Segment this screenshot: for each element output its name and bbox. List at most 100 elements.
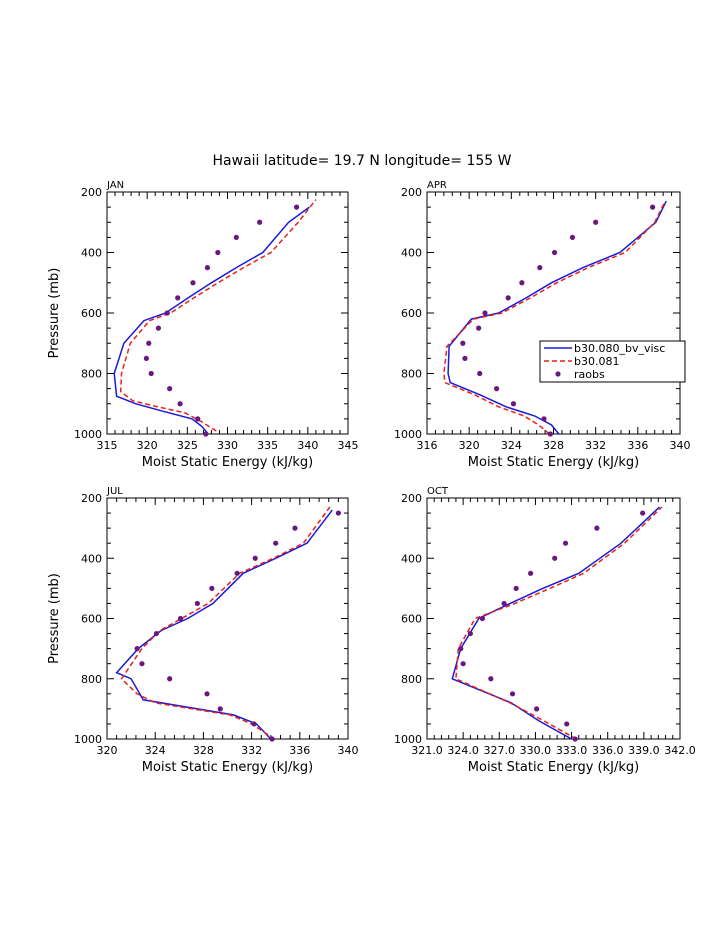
raobs-point bbox=[233, 234, 239, 240]
panel-jul: JUL 320 324 328 332 336 340 200 400 600 800 1000 Moi… bbox=[47, 486, 359, 775]
x-axis-label: Moist Static Energy (kJ/kg) bbox=[468, 760, 639, 775]
x-tick-label: 339.0 bbox=[628, 744, 660, 757]
x-tick-label: 333.0 bbox=[556, 744, 588, 757]
raobs-point bbox=[640, 510, 646, 516]
raobs-point bbox=[177, 615, 184, 622]
x-axis-label: Moist Static Energy (kJ/kg) bbox=[142, 455, 313, 470]
raobs-point bbox=[462, 355, 468, 361]
raobs-point bbox=[204, 265, 211, 271]
y-tick-label: 1000 bbox=[394, 733, 422, 746]
x-tick-label: 320 bbox=[459, 439, 480, 452]
y-tick-label: 200 bbox=[401, 186, 422, 199]
panel-jan: JAN 315 320 325 330 335 340 345 200 400 600 800 1000… bbox=[47, 180, 359, 470]
raobs-point bbox=[292, 525, 298, 531]
raobs-point bbox=[155, 325, 162, 331]
x-tick-label: 332 bbox=[241, 744, 262, 757]
y-tick-label: 200 bbox=[81, 186, 102, 199]
x-tick-label: 324 bbox=[501, 439, 522, 452]
raobs-point bbox=[251, 721, 257, 727]
plot-frame bbox=[426, 191, 681, 435]
x-tick-label: 340 bbox=[338, 744, 359, 757]
raobs-point bbox=[335, 510, 341, 516]
y-tick-label: 800 bbox=[81, 673, 102, 686]
raobs-point bbox=[594, 525, 600, 531]
y-tick-label: 200 bbox=[401, 492, 422, 505]
x-tick-label: 324.0 bbox=[447, 744, 479, 757]
raobs-point bbox=[552, 555, 558, 561]
x-tick-label: 336.0 bbox=[592, 744, 624, 757]
legend-label: b30.080_bv_visc bbox=[574, 342, 665, 355]
raobs-point bbox=[572, 736, 578, 742]
y-axis-label: Pressure (mb) bbox=[47, 573, 62, 664]
series-line-b30-080-bv-visc bbox=[115, 509, 333, 739]
raobs-point bbox=[134, 646, 140, 652]
series-line-b30-081 bbox=[443, 200, 666, 434]
y-tick-label: 600 bbox=[81, 307, 102, 320]
raobs-point bbox=[482, 310, 488, 316]
x-tick-label: 325 bbox=[177, 439, 198, 452]
raobs-point bbox=[153, 630, 160, 637]
x-tick-label: 336 bbox=[627, 439, 648, 452]
x-tick-label: 328 bbox=[543, 439, 564, 452]
raobs-point bbox=[460, 661, 466, 667]
raobs-point bbox=[493, 386, 500, 392]
series-line-b30-081 bbox=[120, 506, 331, 739]
raobs-point bbox=[252, 555, 258, 561]
x-tick-label: 327.0 bbox=[484, 744, 516, 757]
raobs-point bbox=[460, 340, 466, 346]
y-tick-label: 1000 bbox=[74, 428, 102, 441]
raobs-point bbox=[203, 431, 209, 437]
raobs-point bbox=[528, 570, 534, 576]
raobs-point bbox=[501, 600, 507, 607]
legend-label: b30.081 bbox=[574, 355, 619, 368]
x-axis-label: Moist Static Energy (kJ/kg) bbox=[468, 455, 639, 470]
series-line-b30-081 bbox=[119, 199, 317, 432]
x-tick-label: 330.0 bbox=[520, 744, 552, 757]
x-tick-label: 316 bbox=[417, 439, 438, 452]
raobs-point bbox=[519, 280, 525, 286]
raobs-point bbox=[505, 295, 511, 301]
series-line-b30-080-bv-visc bbox=[113, 206, 310, 434]
y-tick-label: 400 bbox=[401, 247, 422, 260]
series-line-b30-080-bv-visc bbox=[447, 200, 667, 434]
raobs-point bbox=[649, 204, 656, 210]
raobs-point bbox=[513, 585, 519, 591]
x-tick-label: 340 bbox=[297, 439, 318, 452]
panel-label: APR bbox=[427, 180, 447, 191]
raobs-point bbox=[569, 234, 576, 240]
x-tick-label: 340 bbox=[670, 439, 691, 452]
raobs-point bbox=[293, 204, 300, 210]
series-line-b30-080-bv-visc bbox=[451, 506, 661, 739]
figure-title: Hawaii latitude= 19.7 N longitude= 155 W bbox=[213, 153, 512, 169]
raobs-point bbox=[234, 570, 240, 576]
raobs-point bbox=[477, 370, 483, 377]
raobs-point bbox=[209, 585, 215, 591]
raobs-point bbox=[194, 600, 200, 607]
panel-label: JUL bbox=[106, 486, 123, 497]
panel-label: JAN bbox=[106, 180, 124, 191]
raobs-point bbox=[195, 416, 201, 422]
raobs-point bbox=[593, 219, 599, 225]
raobs-point bbox=[509, 691, 516, 697]
raobs-point bbox=[177, 401, 183, 407]
y-tick-label: 600 bbox=[401, 307, 422, 320]
x-tick-label: 321.0 bbox=[411, 744, 443, 757]
legend-marker-dot bbox=[555, 371, 561, 377]
raobs-point bbox=[510, 401, 517, 407]
panel-apr: APR 316 320 324 328 332 336 340 200 400 600 800 1000… bbox=[394, 180, 691, 470]
x-tick-label: 345 bbox=[338, 439, 359, 452]
raobs-point bbox=[139, 661, 145, 667]
y-tick-label: 800 bbox=[401, 368, 422, 381]
raobs-point bbox=[479, 615, 486, 622]
panel-oct: OCT 321.0 324.0 327.0 330.0 333.0 336.0 339.0 34… bbox=[394, 486, 696, 775]
x-tick-label: 342.0 bbox=[664, 744, 696, 757]
x-tick-label: 332 bbox=[585, 439, 606, 452]
panels-group: JAN 315 320 325 330 335 340 345 200 400 600 800 1000… bbox=[47, 180, 696, 775]
raobs-point bbox=[215, 249, 221, 256]
raobs-point bbox=[476, 325, 482, 331]
raobs-point bbox=[167, 386, 173, 392]
x-tick-label: 320 bbox=[137, 439, 158, 452]
raobs-point bbox=[562, 540, 569, 546]
